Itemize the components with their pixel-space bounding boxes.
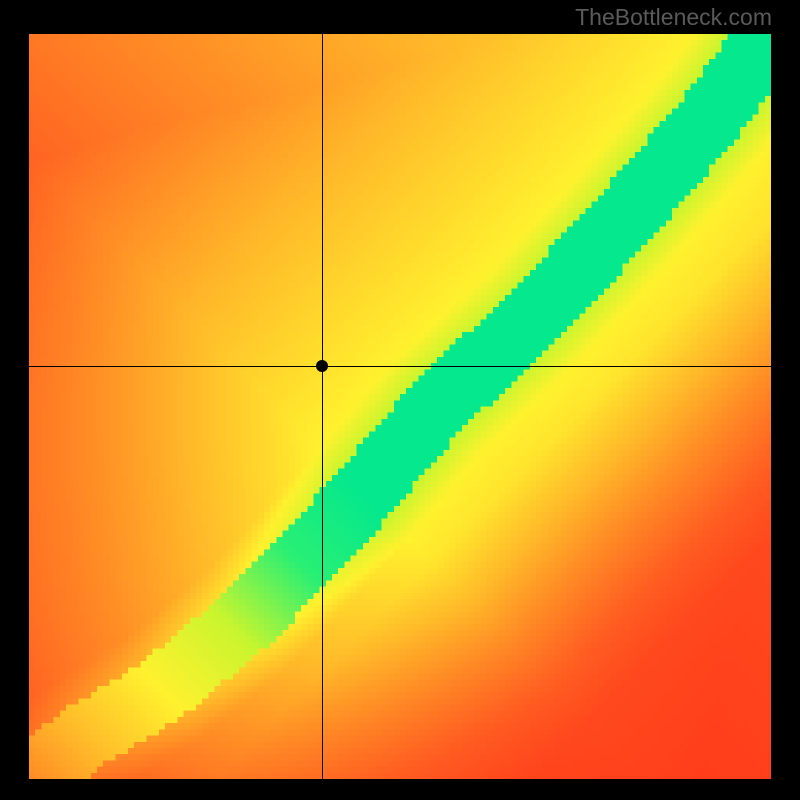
crosshair-horizontal-line: [29, 366, 771, 367]
chart-container: { "watermark": { "text": "TheBottleneck.…: [0, 0, 800, 800]
crosshair-vertical-line: [322, 34, 323, 779]
watermark-text: TheBottleneck.com: [575, 4, 772, 31]
gradient-heatmap-canvas: [29, 34, 771, 779]
crosshair-marker-dot: [316, 360, 328, 372]
